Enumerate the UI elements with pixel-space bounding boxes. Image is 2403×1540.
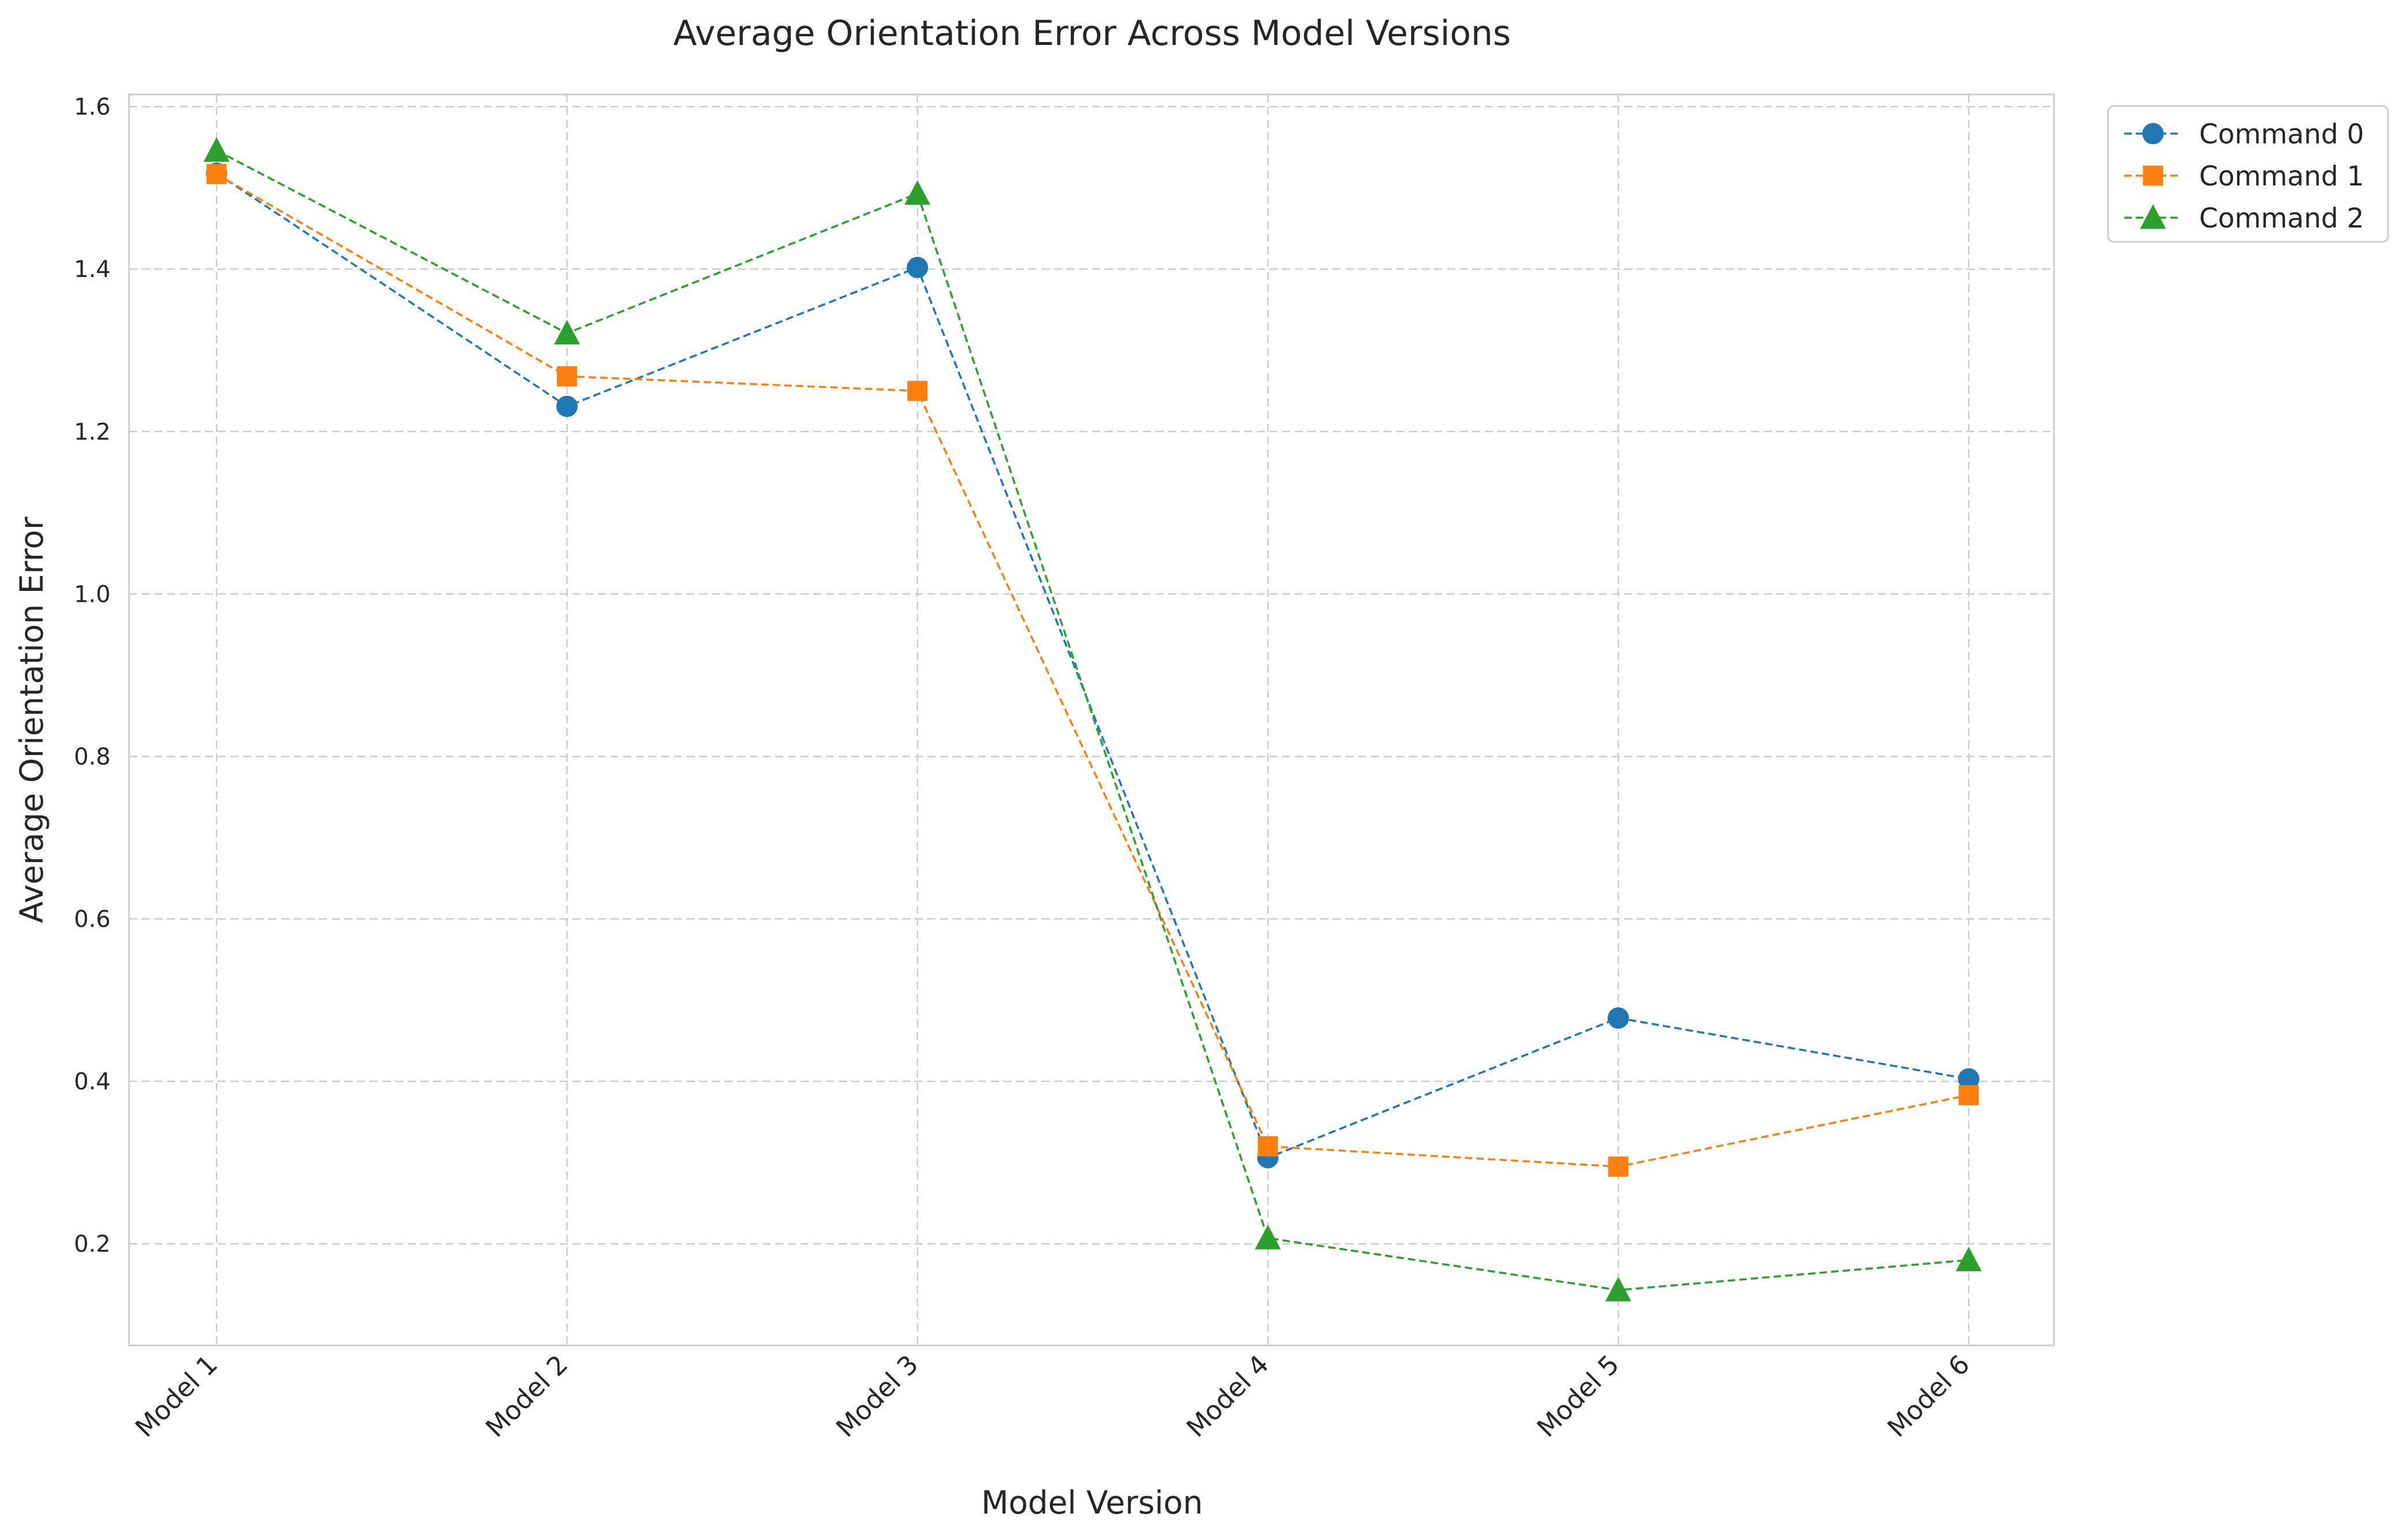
legend-box — [2107, 105, 2389, 243]
marker-square-point — [907, 381, 928, 401]
legend-label: Command 0 — [2199, 119, 2364, 150]
series-1 — [206, 164, 1979, 1177]
marker-square-swatch — [2143, 165, 2163, 186]
y-tick-label: 0.8 — [74, 744, 111, 770]
series-line — [216, 149, 1969, 1291]
series-2 — [203, 137, 1982, 1302]
y-tick-label: 0.4 — [74, 1069, 111, 1095]
marker-square-point — [1608, 1156, 1629, 1177]
marker-triangle-point — [904, 180, 931, 205]
marker-triangle-point — [203, 137, 230, 162]
grid-lines — [129, 94, 2054, 1345]
y-tick-label: 1.6 — [74, 94, 111, 120]
series-line — [216, 172, 1969, 1159]
legend-item: Command 1 — [2124, 161, 2364, 192]
legend-item: Command 2 — [2124, 203, 2364, 234]
series-group — [203, 137, 1982, 1302]
marker-triangle-point — [1605, 1276, 1632, 1302]
marker-circle-point — [1608, 1007, 1629, 1029]
chart-title: Average Orientation Error Across Model V… — [673, 13, 1511, 54]
legend-item: Command 0 — [2124, 119, 2364, 150]
marker-square-point — [1257, 1136, 1278, 1156]
y-axis-ticks: 0.2 0.4 0.6 0.8 1.0 1.2 1.4 1.6 — [74, 94, 111, 1258]
legend-items: Command 0 Command 1 Command 2 — [2124, 119, 2364, 234]
marker-circle-swatch — [2142, 123, 2164, 145]
series-line — [216, 173, 1969, 1168]
marker-triangle-point — [554, 320, 580, 345]
marker-circle-point — [556, 396, 578, 418]
legend: Command 0 Command 1 Command 2 — [2107, 105, 2389, 243]
marker-square-point — [206, 164, 227, 184]
y-tick-label: 1.0 — [74, 581, 111, 608]
marker-square-point — [556, 366, 577, 386]
legend-label: Command 2 — [2199, 203, 2364, 234]
x-axis-label: Model Version — [981, 1484, 1203, 1521]
marker-circle-point — [907, 256, 928, 278]
y-axis-label: Average Orientation Error — [13, 517, 50, 923]
marker-triangle-point — [1254, 1224, 1281, 1250]
y-tick-label: 1.4 — [74, 256, 111, 283]
legend-label: Command 1 — [2199, 161, 2364, 192]
y-tick-label: 0.6 — [74, 906, 111, 933]
y-tick-label: 0.2 — [74, 1231, 111, 1258]
y-tick-label: 1.2 — [74, 419, 111, 445]
marker-triangle-point — [1955, 1246, 1982, 1272]
plot-frame — [128, 93, 2055, 1346]
marker-triangle-swatch — [2140, 204, 2166, 229]
marker-square-point — [1958, 1085, 1979, 1106]
